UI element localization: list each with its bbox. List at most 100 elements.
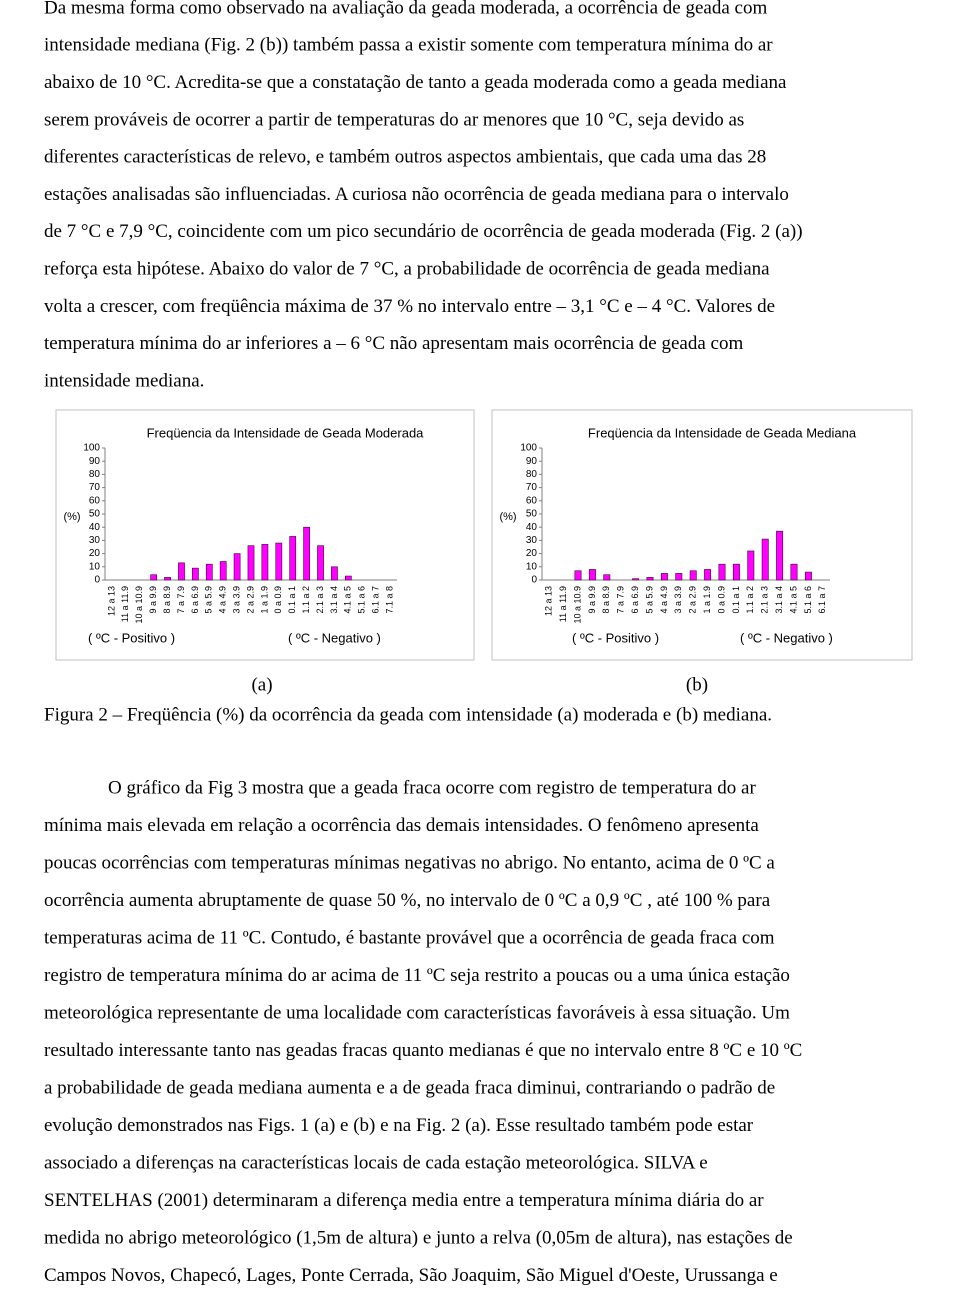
x-tick-label: 0.1 a 1 [731,586,741,614]
bar [219,561,227,581]
y-tick-label: 100 [520,443,537,454]
y-tick-label: 60 [89,495,101,506]
bar [150,574,158,581]
x-tick-label: 10 a 10.9 [572,586,582,624]
x-tick-label: 2.1 a 3 [315,586,325,614]
bar [747,550,755,581]
x-tick-label: 7.1 a 8 [384,586,394,614]
x-group-label: ( ºC - Positivo ) [88,630,175,645]
y-tick-label: 90 [526,456,538,467]
bar [233,553,241,581]
x-tick-label: 4 a 4.9 [218,586,228,614]
chart-title: Freqüencia da Intensidade de Geada Media… [588,425,857,440]
chart-title: Freqüencia da Intensidade de Geada Moder… [147,425,425,440]
y-tick-label: 20 [526,548,538,559]
x-tick-label: 6.1 a 7 [817,586,827,614]
bar [574,570,582,581]
y-tick-label: 40 [526,522,538,533]
y-tick-label: 20 [89,548,101,559]
y-axis-label: (%) [499,511,516,523]
bar [247,545,255,581]
x-tick-label: 1 a 1.9 [259,586,269,614]
bar [804,571,812,581]
x-tick-label: 4.1 a 5 [788,586,798,614]
y-tick-label: 100 [83,443,100,454]
bar [603,574,611,581]
y-tick-label: 90 [89,456,101,467]
y-tick-label: 50 [89,509,101,520]
y-tick-label: 40 [89,522,101,533]
text-line: volta a crescer, com freqüência máxima d… [44,296,775,317]
text-line: diferentes características de relevo, e … [44,147,766,168]
text-line: resultado interessante tanto nas geadas … [44,1040,802,1061]
text-line: estações analisadas são influenciadas. A… [44,184,789,205]
bar [164,577,171,581]
panel-frame [55,409,475,661]
y-tick-label: 30 [89,535,101,546]
x-tick-label: 6.1 a 7 [371,586,381,614]
x-tick-label: 8 a 8.9 [601,586,611,614]
panel-label: (a) [251,674,272,695]
y-tick-label: 50 [526,509,538,520]
x-tick-label: 5.1 a 6 [803,586,813,614]
y-tick-label: 0 [94,575,100,586]
x-tick-label: 11 a 11.9 [558,586,568,622]
x-tick-label: 1.1 a 2 [745,586,755,614]
bar [205,563,213,581]
text-line: evolução demonstrados nas Figs. 1 (a) e … [44,1115,754,1136]
panel-label: (b) [686,674,708,695]
y-tick-label: 60 [526,495,538,506]
x-group-label: ( ºC - Positivo ) [572,630,659,645]
text-line: associado a diferenças na característica… [44,1152,708,1173]
x-tick-label: 10 a 10.9 [134,586,144,624]
y-tick-label: 10 [526,561,538,572]
x-tick-label: 12 a 13 [106,586,116,616]
text-line: meteorológica representante de uma local… [44,1002,790,1023]
x-group-label: ( ºC - Negativo ) [740,630,833,645]
x-tick-label: 12 a 13 [544,586,554,616]
bar [275,542,283,581]
x-tick-label: 9 a 9.9 [148,586,158,614]
x-tick-label: 8 a 8.9 [162,586,172,614]
y-tick-label: 30 [526,535,538,546]
bar [675,573,683,581]
y-axis-label: (%) [63,511,80,523]
x-group-label: ( ºC - Negativo ) [288,630,381,645]
x-tick-label: 3 a 3.9 [231,586,241,614]
bar [261,544,269,581]
text-line: temperaturas acima de 11 ºC. Contudo, é … [44,927,775,948]
y-tick-label: 80 [526,469,538,480]
text-line: mínima mais elevada em relação a ocorrên… [44,815,759,836]
bar [646,577,654,581]
bar [632,578,640,581]
x-tick-label: 3.1 a 4 [329,586,339,614]
x-tick-label: 7 a 7.9 [616,586,626,614]
text-line: SENTELHAS (2001) determinaram a diferenç… [44,1190,764,1211]
x-tick-label: 5.1 a 6 [357,586,367,614]
figure-caption: Figura 2 – Freqüência (%) da ocorrência … [44,704,772,725]
bar [303,526,310,581]
x-tick-label: 2 a 2.9 [245,586,255,614]
bar [331,566,338,581]
x-tick-label: 6 a 6.9 [190,586,200,614]
text-line: intensidade mediana (Fig. 2 (b)) também … [44,35,773,56]
text-line: poucas ocorrências com temperaturas míni… [44,852,775,873]
x-tick-label: 3.1 a 4 [774,586,784,614]
x-tick-label: 0 a 0.9 [716,586,726,614]
bar [178,562,185,581]
text-line: intensidade mediana. [44,370,204,391]
x-tick-label: 0 a 0.9 [273,586,283,614]
x-tick-label: 4 a 4.9 [659,586,669,614]
x-tick-label: 0.1 a 1 [287,586,297,614]
bar [660,573,668,581]
bar [344,575,352,581]
text-line: registro de temperatura mínima do ar aci… [44,965,790,986]
text-line: de 7 °C e 7,9 °C, coincidente com um pic… [44,221,803,242]
text-line: medida no abrigo meteorológico (1,5m de … [44,1227,793,1248]
bar [761,538,769,581]
y-tick-label: 70 [526,482,538,493]
y-tick-label: 10 [89,561,101,572]
x-tick-label: 2 a 2.9 [688,586,698,614]
